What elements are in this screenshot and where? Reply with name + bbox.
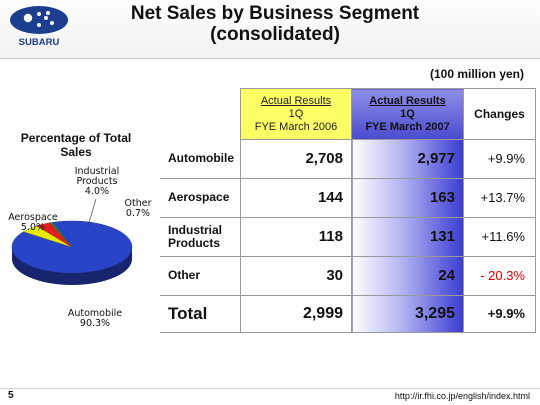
total-change: +9.9% [463, 295, 536, 333]
cell-change: - 20.3% [463, 256, 536, 296]
pie-label-automobile: Automobile 90.3% [60, 309, 130, 329]
subaru-logo: SUBARU [10, 6, 68, 48]
header-changes: Changes [463, 88, 536, 140]
pie-label-aerospace-value: 5.0% [20, 222, 46, 233]
header-curr-line1: Actual Results [369, 94, 446, 107]
total-label: Total [160, 295, 241, 333]
pie-label-industrial: Industrial Products 4.0% [62, 167, 132, 197]
svg-text:SUBARU: SUBARU [19, 37, 60, 48]
cell-prev: 144 [240, 178, 352, 218]
pie-label-other-name: Other [124, 198, 152, 209]
row-label: Automobile [160, 139, 241, 179]
pie-label-other-value: 0.7% [125, 208, 151, 219]
header-prev-line1: Actual Results [260, 94, 332, 107]
row-label: Aerospace [160, 178, 241, 218]
footer-url[interactable]: http://ir.fhi.co.jp/english/index.html [394, 391, 530, 401]
header-prev-line3: FYE March 2006 [254, 120, 338, 133]
pie-label-industrial-line2: Products [76, 176, 118, 187]
footer-divider [0, 388, 540, 389]
cell-curr: 24 [351, 256, 464, 296]
row-label: Industrial Products [160, 217, 241, 257]
total-curr: 3,295 [351, 295, 464, 333]
cell-change: +13.7% [463, 178, 536, 218]
table-row: Aerospace 144 163 +13.7% [160, 178, 536, 218]
table-total-row: Total 2,999 3,295 +9.9% [160, 295, 536, 333]
header-curr-year: Actual Results 1Q FYE March 2007 [351, 88, 464, 140]
cell-curr: 2,977 [351, 139, 464, 179]
cell-change: +9.9% [463, 139, 536, 179]
units-note: (100 million yen) [429, 67, 524, 81]
title-line-2: (consolidated) [210, 24, 340, 45]
pie-side-automobile [12, 247, 132, 285]
title-line-1: Net Sales by Business Segment [130, 3, 420, 24]
pie-title: Percentage of Total Sales [20, 131, 132, 159]
row-label-line2: Products [168, 235, 221, 250]
table-row: Automobile 2,708 2,977 +9.9% [160, 139, 536, 179]
pie-label-automobile-name: Automobile [67, 308, 123, 319]
table-row: Industrial Products 118 131 +11.6% [160, 217, 536, 257]
cell-curr: 131 [351, 217, 464, 257]
pie-label-aerospace-name: Aerospace [8, 212, 58, 223]
header-curr-line3: FYE March 2007 [365, 120, 450, 133]
cell-prev: 2,708 [240, 139, 352, 179]
row-label: Other [160, 256, 241, 296]
pie-label-industrial-value: 4.0% [84, 186, 110, 197]
header-prev-year: Actual Results 1Q FYE March 2006 [240, 88, 352, 140]
header-prev-line2: 1Q [288, 107, 304, 120]
header-blank [160, 89, 241, 140]
slide-header: SUBARU Net Sales by Business Segment (co… [0, 0, 540, 59]
page-number: 5 [8, 390, 14, 401]
table-row: Other 30 24 - 20.3% [160, 256, 536, 296]
row-label-line1: Industrial [168, 222, 223, 237]
pie-label-industrial-line1: Industrial [74, 166, 120, 177]
header-curr-line2: 1Q [400, 107, 415, 120]
sales-table: Actual Results 1Q FYE March 2006 Actual … [160, 88, 536, 333]
pie-label-other: Other 0.7% [118, 199, 158, 219]
pie-leader-line [87, 198, 97, 227]
cell-curr: 163 [351, 178, 464, 218]
table-header-row: Actual Results 1Q FYE March 2006 Actual … [160, 88, 536, 140]
pie-label-aerospace: Aerospace 5.0% [3, 213, 63, 233]
total-prev: 2,999 [240, 295, 352, 333]
pie-label-automobile-value: 90.3% [79, 318, 111, 329]
cell-change: +11.6% [463, 217, 536, 257]
cell-prev: 118 [240, 217, 352, 257]
cell-prev: 30 [240, 256, 352, 296]
page-title: Net Sales by Business Segment (consolida… [80, 3, 470, 45]
